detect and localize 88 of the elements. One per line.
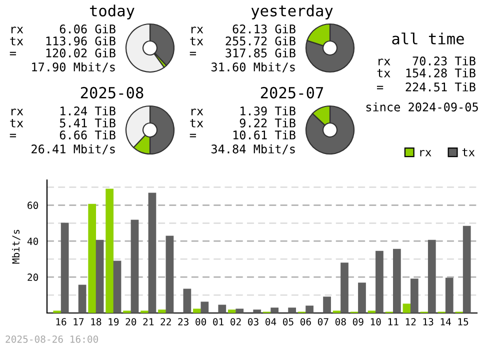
bar <box>60 222 69 313</box>
bar <box>193 308 201 313</box>
x-tick-label: 09 <box>352 318 364 326</box>
bar <box>306 306 314 313</box>
y-tick-label: 60 <box>28 202 38 210</box>
x-tick-label: 05 <box>283 318 294 326</box>
x-tick-label: 17 <box>74 318 84 326</box>
x-tick-label: 02 <box>230 318 241 326</box>
x-tick-label: 06 <box>300 318 311 326</box>
donut-slice <box>305 23 355 73</box>
bar <box>445 278 454 313</box>
bar <box>323 296 331 313</box>
y-tick-label: 40 <box>27 238 38 245</box>
text: since 2024-09-05 <box>366 102 478 112</box>
x-tick-label: 01 <box>213 318 224 326</box>
text: tx 255.72 GiB <box>190 36 296 46</box>
x-tick-label: 10 <box>370 318 381 326</box>
y-axis-title: Mbit/s <box>12 230 20 264</box>
text: 34.84 Mbit/s <box>212 144 295 154</box>
bar <box>236 308 244 313</box>
text: = 317.85 GiB <box>190 48 296 58</box>
x-tick-label: 19 <box>108 318 119 326</box>
bar <box>393 248 401 313</box>
x-tick-label: 23 <box>178 318 188 326</box>
x-tick-label: 08 <box>335 318 346 326</box>
text: rx 1.39 TiB <box>191 106 296 116</box>
bar <box>288 308 296 313</box>
text: tx 113.96 GiB <box>10 36 116 46</box>
chart-title: today <box>90 4 134 20</box>
x-tick-label: 03 <box>248 318 258 326</box>
text: = 6.66 TiB <box>10 130 116 140</box>
bar <box>183 288 192 313</box>
x-tick-label: 13 <box>423 318 434 326</box>
x-tick-label: 16 <box>56 318 66 326</box>
bar <box>96 240 104 313</box>
text: 31.60 Mbit/s <box>212 62 295 72</box>
bar <box>428 240 436 313</box>
bar <box>340 262 348 313</box>
bar <box>402 304 411 313</box>
x-tick-label: 07 <box>318 318 328 326</box>
bar <box>270 308 279 313</box>
text: 2025-08-26 16:00 <box>6 335 98 343</box>
bar <box>200 302 209 313</box>
x-tick-label: 04 <box>266 318 276 326</box>
bar <box>376 250 384 313</box>
x-tick-label: 14 <box>440 318 451 326</box>
y-tick-label: 20 <box>28 274 38 281</box>
text: rx 1.24 TiB <box>11 106 116 116</box>
x-tick-label: 12 <box>406 318 416 326</box>
text: = 10.61 TiB <box>190 130 296 140</box>
x-tick-label: 21 <box>143 318 154 326</box>
x-tick-label: 22 <box>160 318 171 326</box>
bar <box>166 236 174 313</box>
bar <box>410 278 418 313</box>
text: = 224.51 TiB <box>377 82 476 92</box>
text: rx 70.23 TiB <box>378 56 476 66</box>
text: 26.41 Mbit/s <box>32 144 115 154</box>
text: = 120.02 GiB <box>10 48 116 58</box>
text: tx 9.22 TiB <box>190 118 296 128</box>
chart-title: 2025-07 <box>260 86 324 98</box>
x-tick-label: 18 <box>91 318 102 326</box>
x-tick-label: 15 <box>458 318 468 326</box>
text: tx 5.41 TiB <box>10 118 116 128</box>
bar <box>78 284 86 313</box>
x-tick-label: 11 <box>388 318 398 326</box>
legend-label: tx <box>462 148 475 156</box>
bar <box>158 310 166 313</box>
bar <box>113 260 122 313</box>
legend-label: rx <box>420 150 432 156</box>
text: tx 154.28 TiB <box>377 68 476 78</box>
x-tick-label: 20 <box>126 318 136 326</box>
text: rx 6.06 GiB <box>11 24 116 34</box>
bar <box>228 310 236 313</box>
text: all time <box>392 32 464 44</box>
bar <box>358 282 366 313</box>
x-tick-label: 00 <box>196 318 206 326</box>
bar <box>88 204 96 313</box>
chart-title: yesterday <box>251 4 333 20</box>
text: 17.90 Mbit/s <box>32 62 115 72</box>
bar <box>130 220 139 313</box>
bar <box>253 310 262 313</box>
bar <box>462 226 471 313</box>
bar <box>106 188 114 313</box>
bar <box>218 304 226 313</box>
text: rx 62.13 GiB <box>191 24 296 34</box>
bar <box>148 192 156 313</box>
donut-slice <box>305 105 355 155</box>
chart-title: 2025-08 <box>80 86 144 98</box>
